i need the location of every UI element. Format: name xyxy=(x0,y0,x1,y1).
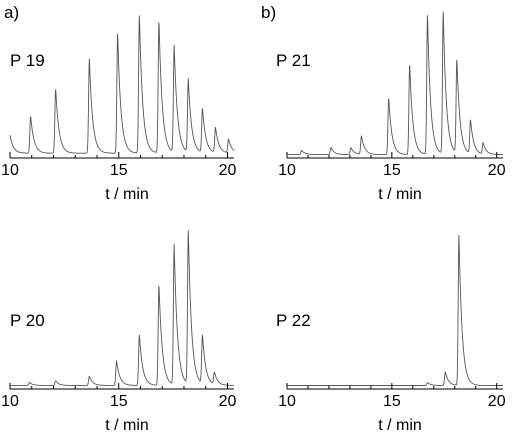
panel-letter-a: a) xyxy=(4,3,19,22)
x-tick-label: 10 xyxy=(278,393,296,410)
sample-label: P 22 xyxy=(276,311,311,330)
x-tick-label: 20 xyxy=(219,162,237,179)
x-tick-label: 15 xyxy=(383,162,401,179)
x-tick-label: 15 xyxy=(110,393,128,410)
x-tick-label: 15 xyxy=(383,393,401,410)
sample-label: P 20 xyxy=(10,311,45,330)
sample-label: P 19 xyxy=(10,51,45,70)
series-line xyxy=(9,230,235,386)
x-axis-title: t / min xyxy=(378,417,422,434)
series-line xyxy=(286,234,504,386)
chromatogram-panels: P 19 10 15 20 t / min P 21 10 15 20 t / min P 20 10… xyxy=(1,11,506,434)
x-tick-label: 20 xyxy=(219,393,237,410)
x-tick-label: 20 xyxy=(488,162,506,179)
x-axis-title: t / min xyxy=(105,417,149,434)
x-tick-label: 15 xyxy=(110,162,128,179)
chromatogram-panel-p21: P 21 10 15 20 t / min xyxy=(276,11,506,203)
x-axis-title: t / min xyxy=(378,186,422,203)
chromatogram-panel-p22: P 22 10 15 20 t / min xyxy=(276,234,506,434)
chromatogram-panel-p20: P 20 10 15 20 t / min xyxy=(1,230,237,434)
series-line xyxy=(9,15,235,154)
x-tick-label: 10 xyxy=(1,162,19,179)
x-tick-label: 10 xyxy=(278,162,296,179)
panel-letter-b: b) xyxy=(261,3,276,22)
x-tick-label: 20 xyxy=(488,393,506,410)
series-line xyxy=(286,11,504,156)
chromatogram-panel-p19: P 19 10 15 20 t / min xyxy=(1,15,237,203)
x-tick-label: 10 xyxy=(1,393,19,410)
sample-label: P 21 xyxy=(276,51,311,70)
x-axis-title: t / min xyxy=(105,186,149,203)
